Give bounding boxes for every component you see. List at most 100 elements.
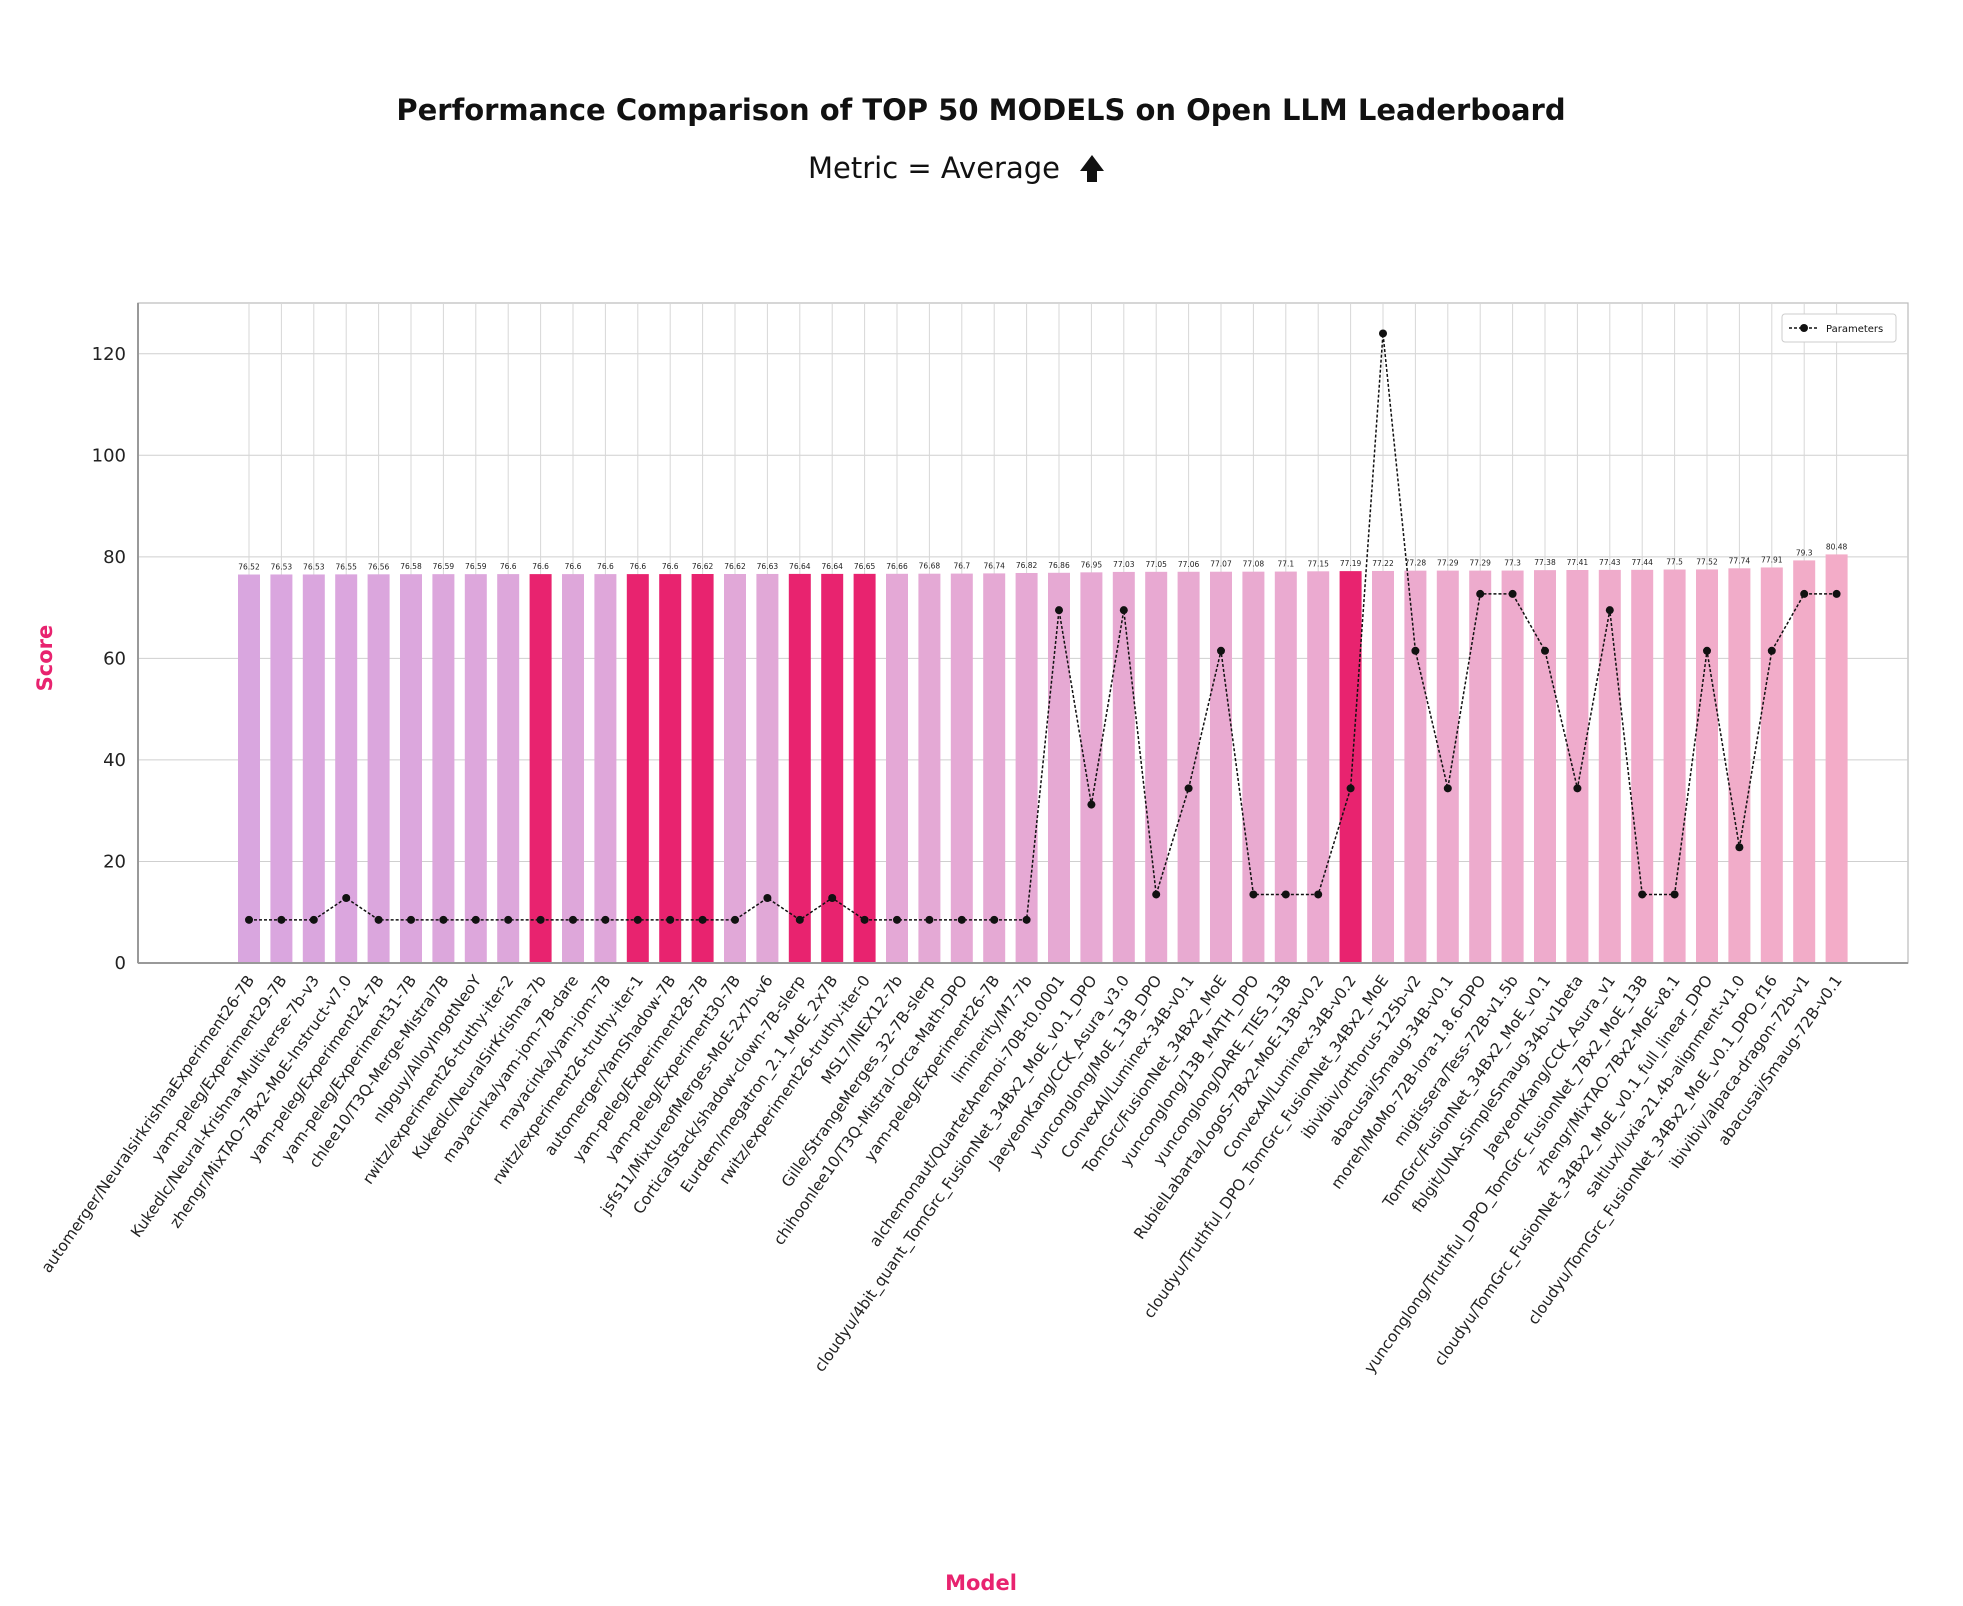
bar [691,574,714,963]
y-tick-label: 60 [103,648,126,669]
parameters-point [342,894,351,903]
parameters-point [536,915,545,924]
bar [1210,571,1232,963]
parameters-point [1832,589,1841,598]
y-tick-label: 40 [103,750,126,771]
parameters-point [1119,606,1128,615]
parameters-point [731,915,739,924]
parameters-point [1055,606,1063,615]
bar-value-label: 77.38 [1534,558,1556,567]
bar-value-label: 77.29 [1469,559,1491,568]
parameters-point [925,915,934,924]
bar-value-label: 77.52 [1696,557,1718,566]
bar-value-label: 76.65 [854,562,876,571]
bar-value-label: 77.5 [1666,558,1683,567]
parameters-point [1346,784,1355,793]
bar-value-label: 76.58 [400,562,422,571]
parameters-point [1638,890,1647,899]
bar [853,573,876,963]
bar [302,574,325,963]
bar-value-label: 77.1 [1277,560,1294,569]
parameters-point [1605,606,1614,615]
bar [950,573,973,963]
bar-value-label: 77.08 [1243,560,1265,569]
bar [562,574,584,963]
x-tick-labels: automerger/NeuralsirkrishnaExperiment26-… [38,972,1846,1378]
bar-value-label: 76.55 [335,562,357,571]
parameters-point [990,915,999,924]
bar [1436,570,1459,963]
parameters-point [1573,784,1582,793]
bar [1048,572,1070,963]
bar [626,574,649,963]
bar-value-label: 76.82 [1016,561,1038,570]
parameters-series [245,329,1841,924]
bar [1825,554,1848,963]
bar-value-label: 77.3 [1504,559,1521,568]
parameters-point [277,915,286,924]
bar-value-label: 76.63 [757,562,779,571]
parameters-point [1379,329,1387,338]
legend-box [1781,313,1897,343]
bar-value-label: 77.22 [1372,559,1394,568]
parameters-point [439,915,448,924]
bar-value-label: 76.53 [271,562,293,571]
y-tick-label: 80 [103,547,126,568]
parameters-point [957,915,966,924]
bar [756,573,779,963]
parameters-point [1281,890,1290,899]
bar [1145,571,1168,963]
bar [1015,572,1038,963]
bar [1080,572,1103,963]
bar-value-label: 77.19 [1340,559,1362,568]
bar-value-label: 76.59 [433,562,455,571]
bar-value-label: 76.62 [724,562,746,571]
bar-value-label: 77.15 [1307,559,1329,568]
bar-value-label: 76.6 [565,562,582,571]
bar-value-label: 79.3 [1796,548,1813,557]
bar [464,574,487,963]
bar [1663,569,1686,963]
bar-value-label: 76.64 [821,562,843,571]
parameters-point [1443,784,1452,793]
parameters-point [309,915,318,924]
bar-value-label: 76.6 [500,562,517,571]
bar-value-label: 76.68 [919,562,941,571]
bar [1598,569,1621,963]
y-axis-label: Score [33,625,57,692]
parameters-point [1703,646,1711,655]
parameters-point [569,915,577,924]
bar-value-label: 77.74 [1729,556,1751,565]
y-tick-label: 0 [115,953,126,974]
parameters-point [1800,589,1809,598]
bar [983,573,1006,963]
bar [1631,569,1654,963]
legend-marker [1800,324,1808,332]
bar-value-label: 77.41 [1567,558,1589,567]
chart-subtitle: Metric = Average [808,151,1060,185]
bar-value-label: 76.53 [303,562,325,571]
parameters-point [407,915,415,924]
bar-value-label: 76.6 [597,562,614,571]
parameters-point [1767,646,1776,655]
bar-value-label: 76.6 [532,562,549,571]
parameters-point [1670,890,1679,899]
bar-value-label: 76.66 [886,562,908,571]
bar-value-label: 77.44 [1631,558,1653,567]
bar [821,573,844,963]
bar [432,574,455,963]
bar [1696,569,1718,963]
parameters-line [249,333,1837,921]
bar [400,574,422,963]
parameters-point [666,915,675,924]
parameters-point [1735,843,1744,852]
parameters-point [1217,646,1225,655]
bar-value-label: 77.43 [1599,558,1621,567]
bar [788,573,811,963]
bar-value-label: 77.03 [1113,560,1135,569]
parameters-point [1184,784,1193,793]
bar [497,574,520,963]
bar [1372,570,1394,963]
parameters-point [1022,915,1031,924]
